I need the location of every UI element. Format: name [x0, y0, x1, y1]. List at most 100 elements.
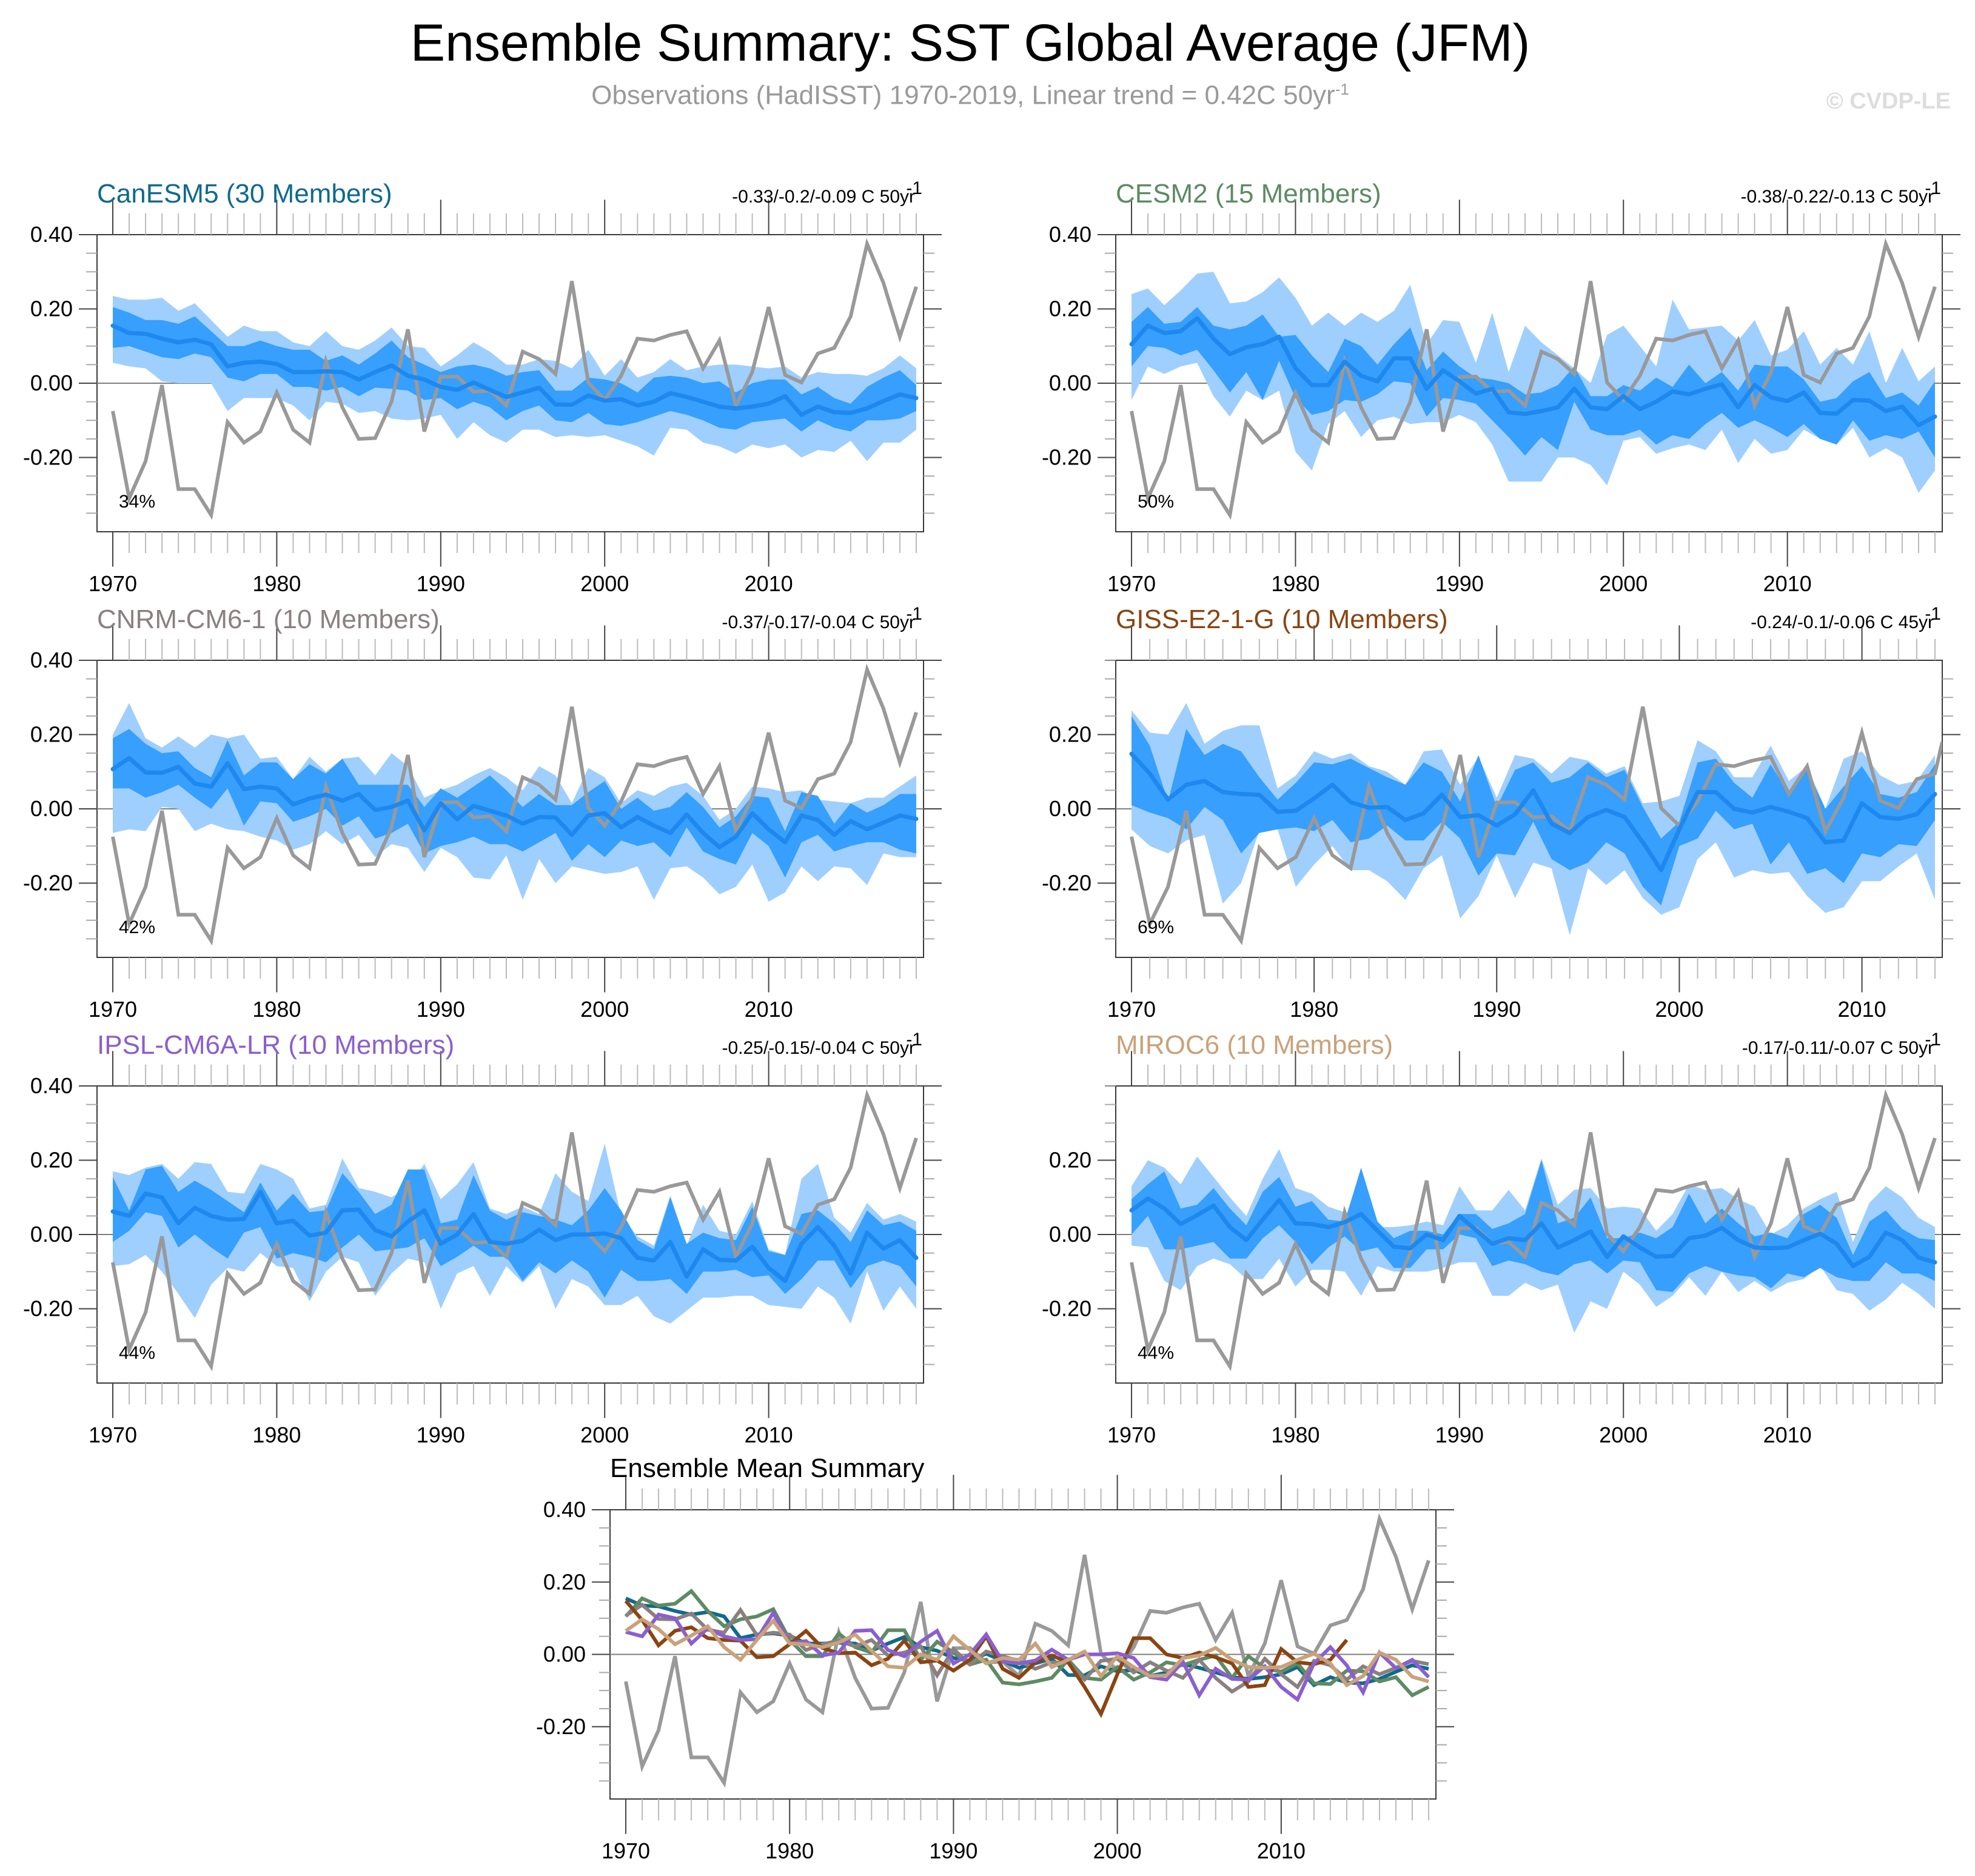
y-tick-label: 0.00: [1049, 1222, 1091, 1247]
plot-area: [624, 1513, 1430, 1788]
ensemble-spread-inner-band: [113, 307, 916, 432]
ensemble-spread-inner-band: [1132, 715, 1935, 906]
plot-area: [1129, 703, 1942, 945]
observations-line: [111, 1089, 918, 1372]
panel-trend-superscript: -1: [1925, 604, 1941, 624]
x-tick-label: 2010: [745, 997, 793, 1022]
subtitle-superscript: -1: [1335, 80, 1349, 98]
y-tick-label: 0.20: [1049, 296, 1091, 321]
panel-title: GISS-E2-1-G (10 Members): [1116, 605, 1448, 634]
y-tick-label: 0.00: [543, 1642, 586, 1667]
panel-cesm2: -0.20 0.00 0.20 0.40 1970 1980 1990 2000 2010 CES…: [1042, 178, 1960, 596]
y-tick-label: 0.40: [30, 222, 73, 247]
x-tick-label: 1990: [417, 571, 465, 596]
x-tick-label: 2000: [580, 1422, 629, 1447]
y-tick-label: 0.00: [30, 1222, 73, 1247]
copyright-watermark: © CVDP-LE: [1826, 89, 1951, 114]
plot-area: [110, 1089, 919, 1372]
panel-title: CESM2 (15 Members): [1116, 179, 1381, 209]
plot-area: [1129, 1089, 1937, 1372]
x-tick-label: 1980: [1271, 571, 1319, 596]
x-tick-label: 2000: [580, 997, 629, 1022]
x-tick-label: 1980: [1290, 997, 1338, 1022]
panel-title: CanESM5 (30 Members): [97, 179, 392, 209]
x-tick-label: 2010: [1763, 571, 1812, 596]
plot-area: [110, 663, 919, 946]
x-tick-label: 2010: [745, 571, 793, 596]
y-tick-label: 0.00: [30, 796, 73, 821]
ensemble-mean-line: [110, 323, 919, 417]
panel-giss-e2-1-g: -0.20 0.00 0.20 1970 1980 1990 2000 2010 GISS-E2…: [1042, 604, 1960, 1022]
x-tick-label: 1990: [1435, 1422, 1484, 1447]
observations-line: [111, 663, 918, 946]
y-tick-label: 0.20: [1049, 1148, 1091, 1173]
y-tick-label: -0.20: [1042, 445, 1091, 470]
rank-percentile-label: 44%: [119, 1343, 155, 1363]
x-tick-label: 1990: [417, 1422, 465, 1447]
y-tick-label: 0.00: [30, 370, 73, 395]
y-tick-label: -0.20: [1042, 871, 1091, 896]
ensemble-mean-line: [1129, 316, 1937, 427]
panel-title: MIROC6 (10 Members): [1116, 1030, 1393, 1060]
ensemble-mean-line: [1129, 1196, 1937, 1268]
panel-trend-range: -0.38/-0.22/-0.13 C 50yr: [1740, 187, 1934, 207]
rank-percentile-label: 34%: [119, 492, 155, 512]
y-tick-label: 0.40: [1049, 222, 1091, 247]
panel-trend-range: -0.33/-0.2/-0.09 C 50yr: [732, 187, 915, 207]
x-tick-label: 2010: [745, 1422, 793, 1447]
panel-trend-superscript: -1: [906, 1030, 922, 1050]
x-tick-label: 1990: [417, 997, 465, 1022]
x-tick-label: 2000: [1599, 1422, 1648, 1447]
y-tick-label: -0.20: [23, 445, 73, 470]
panel-trend-range: -0.25/-0.15/-0.04 C 50yr: [722, 1038, 915, 1058]
panel-cnrm-cm6-1: -0.20 0.00 0.20 0.40 1970 1980 1990 2000 2010 CNR…: [23, 604, 942, 1022]
rank-percentile-label: 42%: [119, 917, 155, 937]
y-tick-label: -0.20: [1042, 1296, 1091, 1321]
panel-ensemble-mean-summary: -0.20 0.00 0.20 0.40 1970 1980 1990 2000 2010 Ens…: [536, 1453, 1454, 1863]
ensemble-mean-line-miroc6: [625, 1617, 1429, 1688]
figure-title: Ensemble Summary: SST Global Average (JF…: [410, 14, 1531, 72]
x-tick-label: 2000: [1599, 571, 1648, 596]
y-tick-label: 0.20: [30, 722, 73, 747]
x-tick-label: 1990: [929, 1838, 977, 1863]
x-tick-label: 2010: [1763, 1422, 1812, 1447]
panel-canesm5: -0.20 0.00 0.20 0.40 1970 1980 1990 2000 2010 Can…: [23, 178, 942, 596]
plot-area: [1129, 238, 1937, 520]
y-tick-label: -0.20: [536, 1714, 586, 1739]
ensemble-mean-line: [1129, 751, 1937, 873]
x-tick-label: 1990: [1472, 997, 1521, 1022]
panel-trend-range: -0.24/-0.1/-0.06 C 45yr: [1751, 612, 1934, 632]
x-tick-label: 1980: [252, 1422, 301, 1447]
ensemble-mean-line: [110, 755, 919, 849]
plot-area: [110, 238, 919, 520]
panel-miroc6: -0.20 0.00 0.20 1970 1980 1990 2000 2010 MIROC6 …: [1042, 1030, 1960, 1447]
y-tick-label: 0.20: [543, 1569, 586, 1594]
x-tick-label: 1980: [765, 1838, 814, 1863]
y-tick-label: -0.20: [23, 1296, 73, 1321]
panel-trend-superscript: -1: [906, 604, 922, 624]
y-tick-label: 0.20: [30, 296, 73, 321]
x-tick-label: 2000: [580, 571, 629, 596]
x-tick-label: 1970: [89, 571, 137, 596]
y-tick-label: 0.40: [30, 1073, 73, 1098]
rank-percentile-label: 50%: [1138, 492, 1174, 512]
figure-subtitle: Observations (HadISST) 1970-2019, Linear…: [0, 80, 1940, 111]
y-tick-label: 0.00: [1049, 796, 1091, 821]
x-tick-label: 1970: [89, 997, 137, 1022]
panel-ipsl-cm6a-lr: -0.20 0.00 0.20 0.40 1970 1980 1990 2000 2010 IPS…: [23, 1030, 942, 1447]
y-tick-label: 0.40: [30, 648, 73, 672]
x-tick-label: 1970: [89, 1422, 137, 1447]
x-tick-label: 2000: [1093, 1838, 1142, 1863]
y-tick-label: 0.20: [30, 1148, 73, 1173]
panel-trend-superscript: -1: [906, 178, 922, 198]
observations-line: [111, 238, 918, 520]
y-tick-label: 0.20: [1049, 722, 1091, 747]
x-tick-label: 1980: [1271, 1422, 1319, 1447]
y-tick-label: -0.20: [23, 871, 73, 896]
y-tick-label: 0.40: [543, 1497, 586, 1522]
x-tick-label: 1970: [1107, 997, 1156, 1022]
panel-trend-range: -0.17/-0.11/-0.07 C 50yr: [1742, 1038, 1934, 1058]
panel-trend-superscript: -1: [1925, 178, 1941, 198]
panel-title: CNRM-CM6-1 (10 Members): [97, 605, 440, 634]
x-tick-label: 1970: [1107, 571, 1156, 596]
